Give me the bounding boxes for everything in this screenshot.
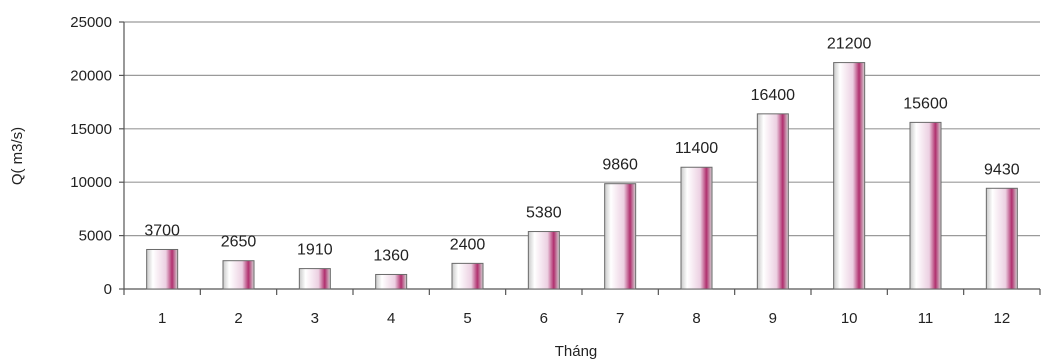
data-label: 11400 (675, 140, 718, 157)
bar-month-6 (527, 231, 560, 290)
x-tick-label: 2 (234, 310, 242, 327)
x-tick-label: 4 (387, 310, 395, 327)
bar-month-3 (298, 268, 331, 290)
bar-month-1 (146, 248, 179, 290)
x-tick-labels: 1 2 3 4 5 6 7 8 9 10 11 12 (158, 310, 1010, 327)
bars (146, 62, 1018, 290)
bar-month-2 (222, 260, 255, 290)
gridlines (124, 21, 1040, 237)
y-tick-label: 25000 (70, 14, 112, 31)
x-tick-label: 9 (769, 310, 777, 327)
data-label: 9860 (602, 157, 638, 174)
bar-month-12 (985, 187, 1018, 290)
y-tick-label: 5000 (79, 228, 112, 245)
data-label: 3700 (144, 222, 180, 239)
data-label: 5380 (526, 205, 562, 222)
bar-month-9 (756, 113, 789, 290)
data-labels: 3700 2650 1910 1360 2400 5380 9860 11400 16400 21… (144, 36, 1019, 265)
bar-month-4 (375, 273, 408, 290)
bar-month-7 (604, 183, 637, 290)
data-label: 1910 (297, 242, 333, 259)
bar-month-5 (451, 262, 484, 290)
bar-month-8 (680, 166, 713, 290)
bar-month-11 (909, 121, 942, 290)
x-axis-title: Tháng (555, 343, 598, 360)
x-tick-label: 3 (311, 310, 319, 327)
bar-month-10 (833, 62, 866, 290)
y-tick-labels: 0 5000 10000 15000 20000 25000 (70, 14, 112, 298)
data-label: 2400 (450, 236, 486, 253)
axes (119, 21, 1041, 295)
x-tick-label: 10 (841, 310, 858, 327)
x-tick-label: 11 (918, 310, 934, 327)
data-label: 1360 (373, 247, 409, 264)
x-tick-label: 5 (463, 310, 471, 327)
y-tick-label: 0 (104, 281, 112, 298)
data-label: 15600 (903, 95, 948, 112)
data-label: 2650 (221, 234, 257, 251)
x-tick-label: 1 (158, 310, 166, 327)
data-label: 9430 (984, 161, 1020, 178)
x-tick-label: 6 (540, 310, 548, 327)
data-label: 21200 (827, 36, 872, 53)
y-tick-label: 15000 (70, 121, 112, 138)
x-tick-label: 12 (993, 310, 1010, 327)
y-tick-label: 10000 (70, 174, 112, 191)
data-label: 16400 (751, 87, 796, 104)
y-axis-title: Q( m3/s) (9, 127, 26, 185)
x-tick-label: 8 (692, 310, 700, 327)
y-tick-label: 20000 (70, 67, 112, 84)
x-tick-label: 7 (616, 310, 624, 327)
